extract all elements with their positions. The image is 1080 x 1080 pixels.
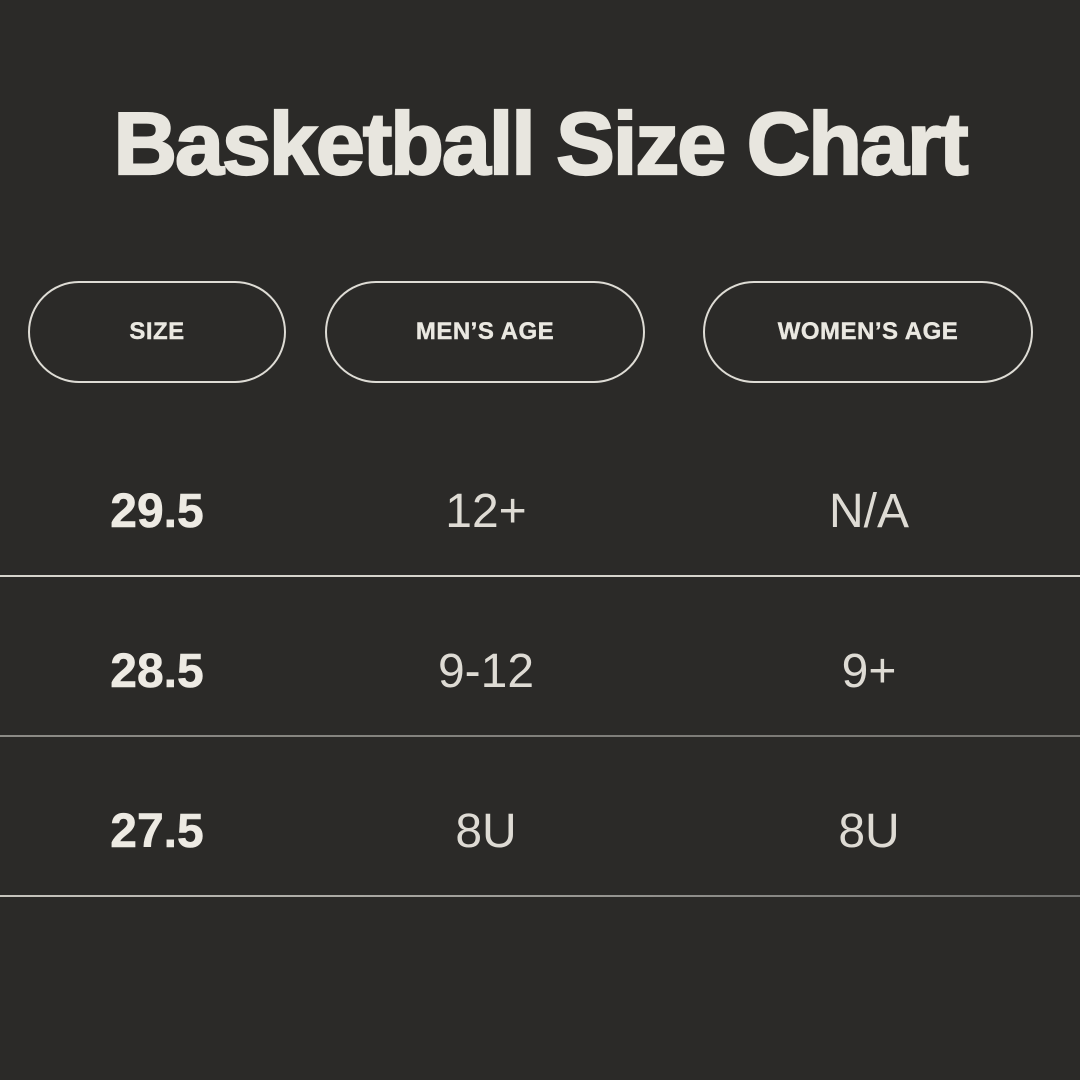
womens-age-cell: 9+ [841,644,897,698]
mens-age-cell: 12+ [445,484,527,538]
size-value-cell: 29.5 [110,484,204,538]
mens-age-cell: 8U [455,804,517,858]
womens-age-cell: N/A [828,484,909,538]
column-header-label-womens-age: WOMEN’S AGE [777,318,959,345]
mens-age-cell: 9-12 [437,644,535,698]
page-title: Basketball Size Chart [112,94,969,193]
column-header-label-size: SIZE [129,318,185,345]
table-row: 27.5 8U 8U [0,737,1080,897]
column-header-pill-size: SIZE [28,281,286,383]
table-row: 28.5 9-12 9+ [0,577,1080,737]
column-header-pill-womens-age: WOMEN’S AGE [703,281,1033,383]
size-value-cell: 27.5 [110,804,204,858]
column-header-label-mens-age: MEN’S AGE [415,318,555,345]
size-table: 29.5 12+ N/A 28.5 9-12 9+ 27.5 8U 8U [0,417,1080,897]
column-header-pill-mens-age: MEN’S AGE [325,281,645,383]
table-row: 29.5 12+ N/A [0,417,1080,577]
size-value-cell: 28.5 [110,644,204,698]
womens-age-cell: 8U [838,804,900,858]
